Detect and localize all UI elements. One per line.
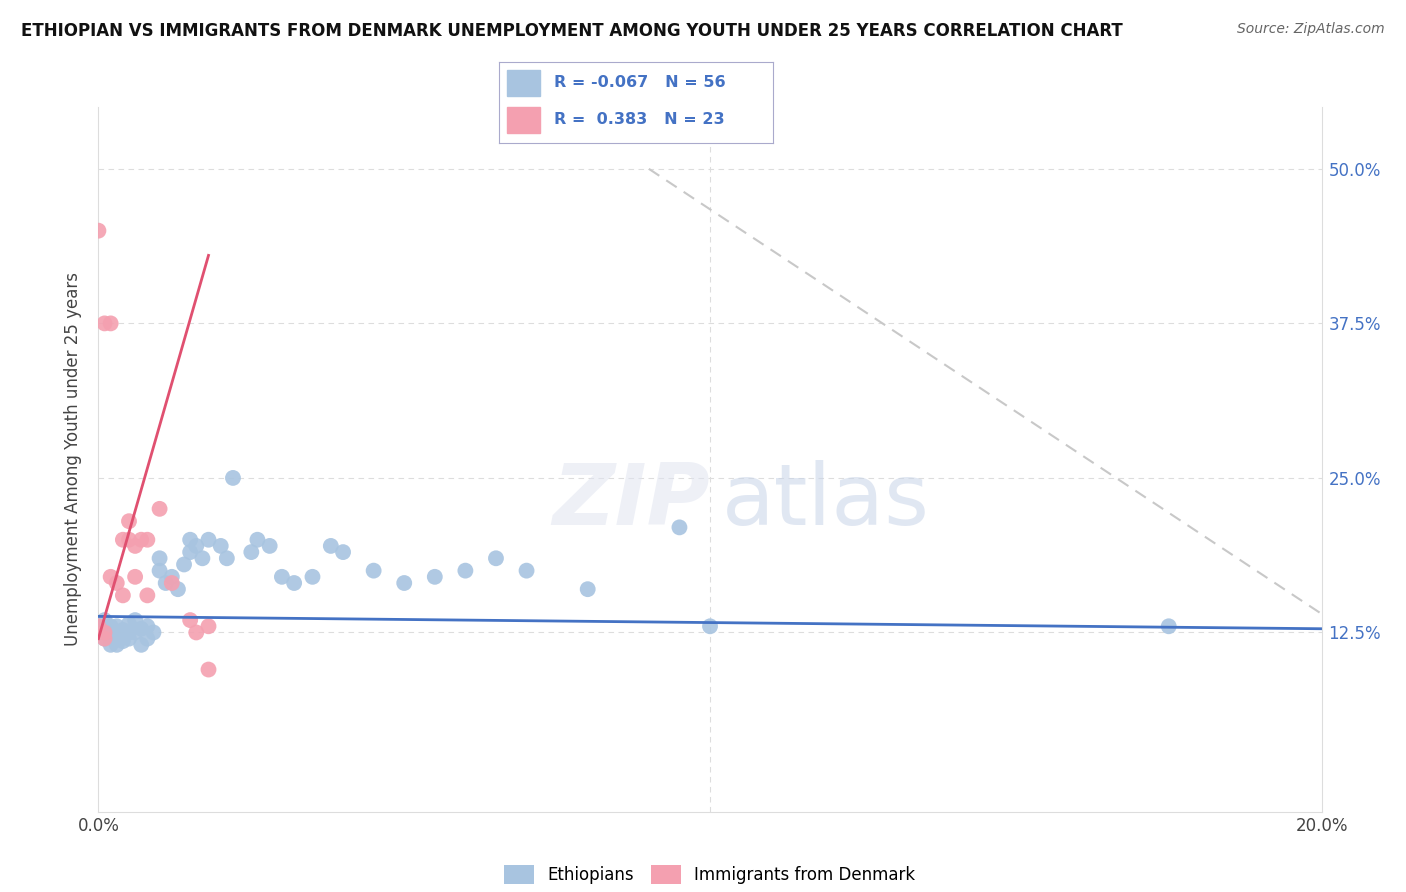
Point (124, 539, 146, 553)
Point (100, 625, 122, 640)
Point (197, 619, 219, 633)
Text: atlas: atlas (723, 460, 931, 543)
Point (93, 632, 115, 646)
Point (197, 533, 219, 547)
Point (155, 576, 177, 591)
Point (100, 638, 122, 652)
Point (246, 533, 269, 547)
Point (93, 632, 115, 646)
Point (118, 625, 141, 640)
Text: R =  0.383   N = 23: R = 0.383 N = 23 (554, 112, 724, 128)
Point (179, 533, 201, 547)
Point (240, 545, 263, 559)
Point (93, 613, 115, 627)
Text: ZIP: ZIP (553, 460, 710, 543)
Point (105, 638, 128, 652)
Point (111, 533, 134, 547)
Point (319, 539, 342, 553)
Point (124, 613, 146, 627)
Point (105, 619, 128, 633)
Point (668, 520, 690, 534)
Point (100, 570, 122, 584)
Point (191, 551, 214, 566)
Point (136, 533, 159, 547)
Point (93, 625, 115, 640)
Point (100, 317, 122, 331)
Point (105, 625, 128, 640)
Point (485, 551, 508, 566)
Text: Source: ZipAtlas.com: Source: ZipAtlas.com (1237, 22, 1385, 37)
Point (129, 638, 152, 652)
Point (105, 629, 128, 643)
Point (186, 539, 208, 553)
Point (454, 564, 477, 578)
Point (136, 632, 159, 646)
Point (186, 625, 208, 640)
Point (179, 613, 201, 627)
Point (149, 501, 172, 516)
Point (118, 514, 141, 528)
Point (111, 634, 134, 648)
Point (1157, 619, 1180, 633)
Point (129, 622, 152, 636)
Point (576, 582, 599, 597)
Point (392, 576, 416, 591)
Point (160, 570, 183, 584)
Point (363, 564, 385, 578)
Point (136, 619, 159, 633)
Text: R = -0.067   N = 56: R = -0.067 N = 56 (554, 76, 725, 90)
Point (699, 619, 721, 633)
Point (93, 622, 115, 636)
Point (124, 625, 146, 640)
Point (209, 539, 232, 553)
Point (423, 570, 446, 584)
Point (100, 619, 122, 633)
Point (118, 533, 141, 547)
Point (105, 576, 128, 591)
Y-axis label: Unemployment Among Youth under 25 years: Unemployment Among Youth under 25 years (65, 272, 83, 647)
Text: ETHIOPIAN VS IMMIGRANTS FROM DENMARK UNEMPLOYMENT AMONG YOUTH UNDER 25 YEARS COR: ETHIOPIAN VS IMMIGRANTS FROM DENMARK UNE… (21, 22, 1123, 40)
Point (197, 663, 219, 677)
Point (93, 317, 115, 331)
Point (87, 625, 110, 640)
Point (142, 625, 165, 640)
Point (215, 551, 238, 566)
FancyBboxPatch shape (508, 70, 540, 96)
Point (160, 576, 183, 591)
Point (149, 551, 172, 566)
Point (516, 564, 538, 578)
Point (118, 616, 141, 631)
Point (87, 619, 110, 633)
Point (259, 539, 281, 553)
Point (332, 545, 354, 559)
Point (87, 619, 110, 633)
Point (149, 564, 172, 578)
FancyBboxPatch shape (508, 107, 540, 133)
Point (111, 588, 134, 602)
Point (167, 582, 190, 597)
Point (270, 570, 292, 584)
Point (222, 471, 245, 485)
Point (179, 545, 201, 559)
Point (87, 224, 110, 238)
Point (136, 588, 159, 602)
Point (111, 623, 134, 637)
Point (173, 558, 195, 572)
Point (118, 632, 141, 646)
Point (283, 576, 305, 591)
Point (129, 533, 152, 547)
Legend: Ethiopians, Immigrants from Denmark: Ethiopians, Immigrants from Denmark (505, 865, 915, 885)
Point (124, 570, 146, 584)
Point (301, 570, 323, 584)
